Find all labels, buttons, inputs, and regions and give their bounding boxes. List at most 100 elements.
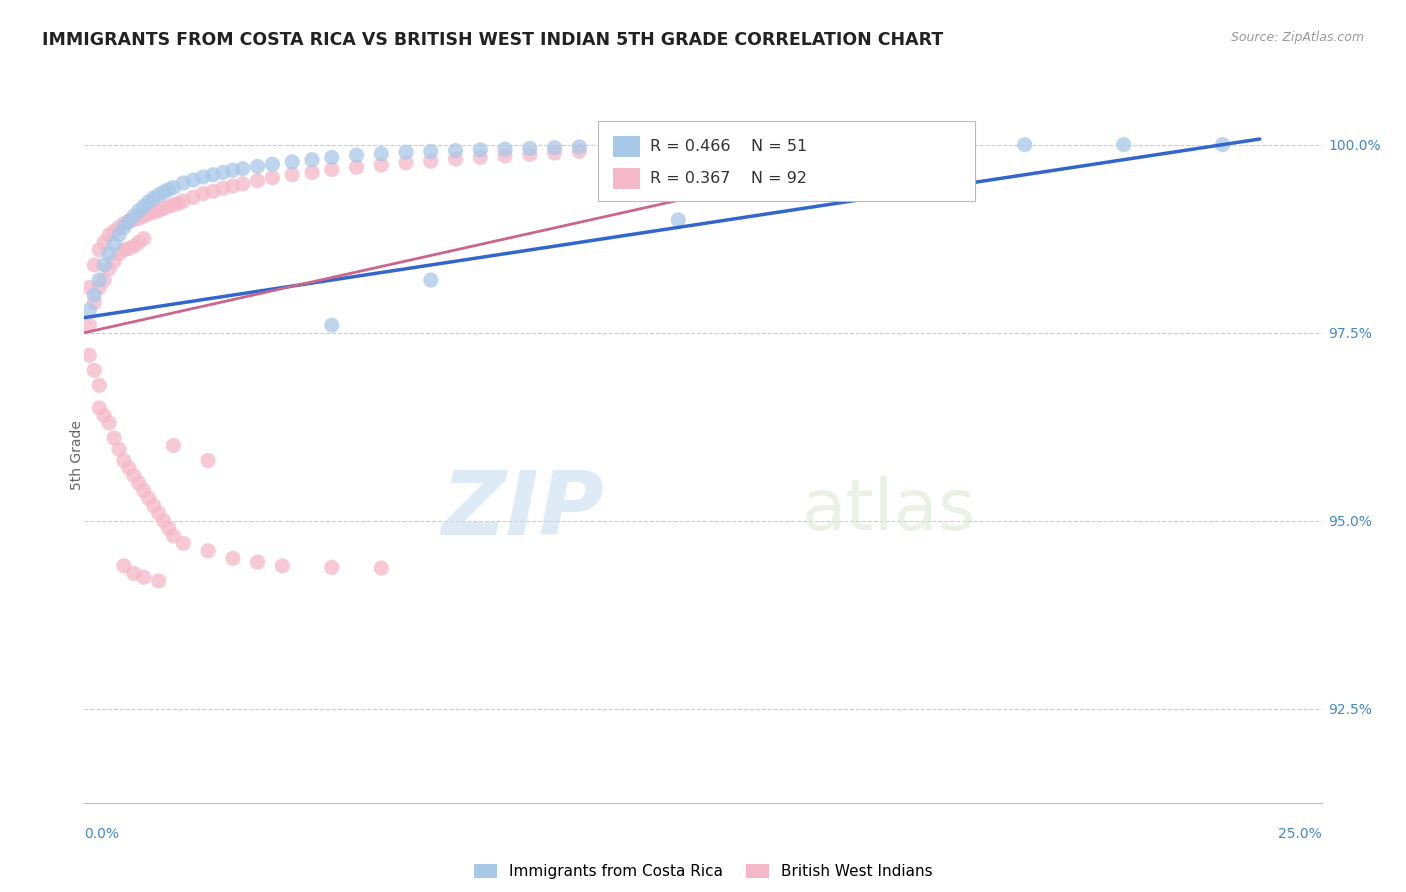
Point <box>212 165 235 179</box>
Point <box>83 363 105 377</box>
Point <box>519 141 541 155</box>
Point <box>103 254 125 268</box>
Point <box>281 155 304 169</box>
Point <box>246 160 269 174</box>
Point <box>617 143 640 157</box>
Point <box>157 199 180 213</box>
Point <box>138 194 160 209</box>
Point <box>281 168 304 182</box>
Point <box>93 235 115 250</box>
Point <box>93 409 115 423</box>
Point <box>202 168 225 182</box>
Point <box>142 191 165 205</box>
Point <box>112 243 135 257</box>
Point <box>162 438 184 452</box>
Point <box>321 318 343 333</box>
Point <box>419 273 441 287</box>
Point <box>321 560 343 574</box>
Point <box>118 214 141 228</box>
Point <box>83 295 105 310</box>
Point <box>470 143 492 157</box>
Point <box>122 212 145 227</box>
Point <box>122 239 145 253</box>
Point <box>162 198 184 212</box>
Point <box>568 145 591 159</box>
Point <box>152 514 174 528</box>
Point <box>370 158 392 172</box>
FancyBboxPatch shape <box>598 121 976 201</box>
Point <box>666 141 689 155</box>
Point <box>470 150 492 164</box>
Point <box>766 140 789 154</box>
Text: Source: ZipAtlas.com: Source: ZipAtlas.com <box>1230 31 1364 45</box>
Point <box>79 348 101 362</box>
Point <box>132 199 155 213</box>
Point <box>157 183 180 197</box>
Point <box>122 566 145 581</box>
Text: R = 0.367    N = 92: R = 0.367 N = 92 <box>650 171 807 186</box>
Point <box>148 506 170 520</box>
Point <box>543 145 565 160</box>
Point <box>1112 137 1135 152</box>
Point <box>1212 137 1234 152</box>
Point <box>815 138 838 153</box>
Text: atlas: atlas <box>801 476 976 545</box>
Point <box>162 180 184 194</box>
Point <box>172 194 194 208</box>
Point <box>157 521 180 535</box>
Point <box>167 196 190 211</box>
Point <box>152 185 174 199</box>
Point <box>108 227 131 242</box>
Point <box>112 217 135 231</box>
Point <box>132 232 155 246</box>
Point <box>128 476 150 491</box>
Point <box>494 149 516 163</box>
FancyBboxPatch shape <box>613 169 640 189</box>
Point <box>142 205 165 219</box>
Y-axis label: 5th Grade: 5th Grade <box>70 420 84 490</box>
Text: 0.0%: 0.0% <box>84 827 120 841</box>
Point <box>262 170 284 185</box>
Point <box>543 141 565 155</box>
Point <box>197 544 219 558</box>
Point <box>103 224 125 238</box>
Point <box>83 258 105 272</box>
Point <box>79 318 101 333</box>
Point <box>98 227 121 242</box>
Point <box>118 214 141 228</box>
Point <box>122 468 145 483</box>
Point <box>202 184 225 198</box>
Point <box>79 280 101 294</box>
Point <box>142 499 165 513</box>
Point <box>222 163 245 178</box>
Point <box>103 236 125 251</box>
Point <box>108 246 131 260</box>
Point <box>717 141 740 155</box>
Point <box>444 144 467 158</box>
Point <box>666 139 689 153</box>
Point <box>162 529 184 543</box>
Point <box>148 203 170 218</box>
Point <box>79 303 101 318</box>
Point <box>370 146 392 161</box>
Point <box>89 273 111 287</box>
Point <box>83 288 105 302</box>
Point <box>148 574 170 588</box>
Point <box>132 570 155 584</box>
Point <box>98 261 121 276</box>
Point <box>172 536 194 550</box>
Point <box>419 145 441 159</box>
FancyBboxPatch shape <box>613 136 640 157</box>
Point <box>138 491 160 505</box>
Point <box>271 558 294 573</box>
Point <box>246 555 269 569</box>
Point <box>197 453 219 467</box>
Point <box>494 142 516 156</box>
Point <box>181 190 204 204</box>
Text: R = 0.466    N = 51: R = 0.466 N = 51 <box>650 139 807 154</box>
Point <box>89 378 111 392</box>
Legend: Immigrants from Costa Rica, British West Indians: Immigrants from Costa Rica, British West… <box>467 858 939 886</box>
Point <box>181 173 204 187</box>
Point <box>138 207 160 221</box>
Point <box>128 235 150 250</box>
